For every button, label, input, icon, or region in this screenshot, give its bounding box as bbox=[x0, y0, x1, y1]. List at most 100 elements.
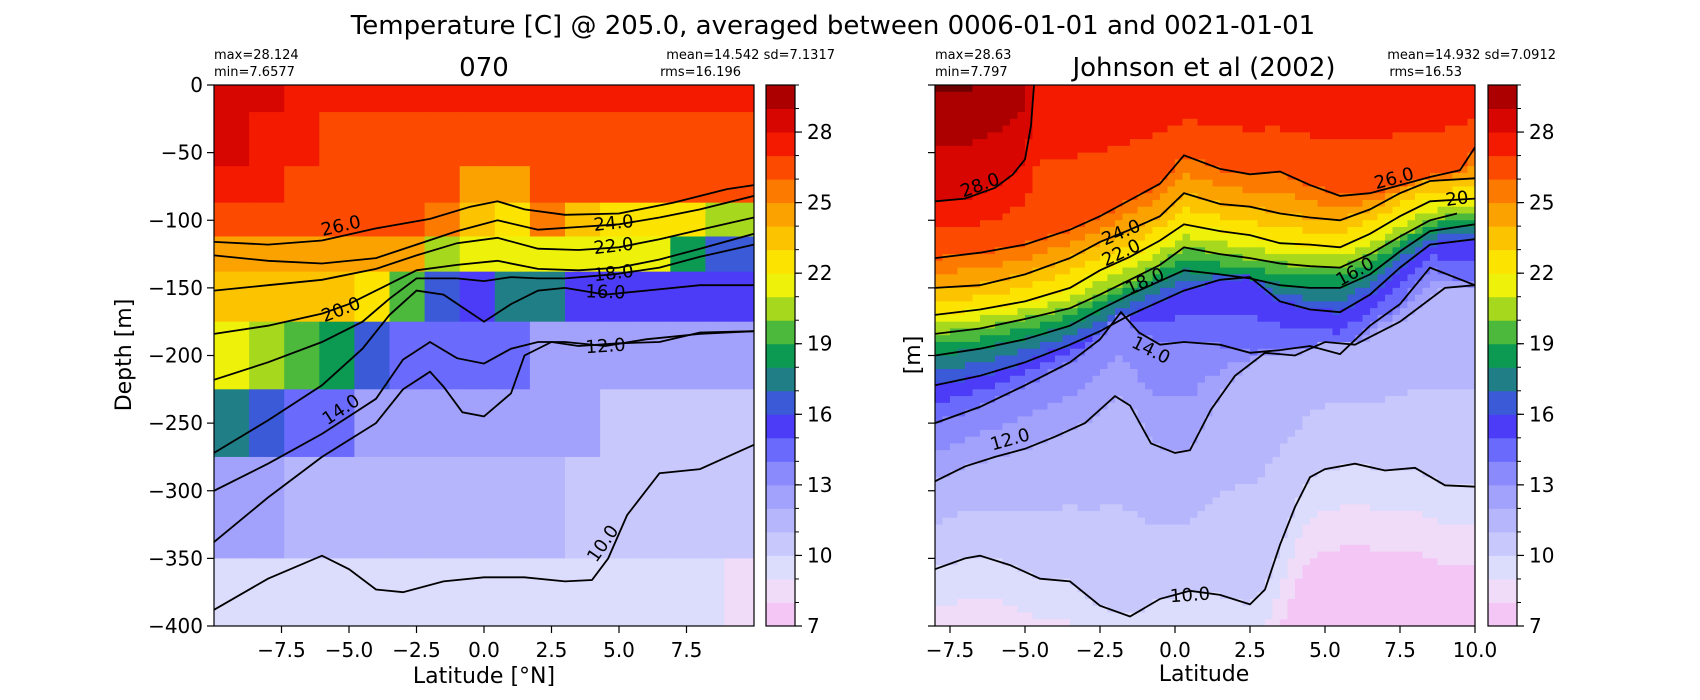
heatmap-cell bbox=[1220, 294, 1229, 302]
heatmap-cell bbox=[987, 98, 996, 106]
heatmap-cell bbox=[1280, 598, 1289, 607]
heatmap-cell bbox=[972, 348, 981, 357]
heatmap-cell bbox=[389, 389, 426, 458]
heatmap-cell bbox=[1025, 125, 1034, 133]
heatmap-cell bbox=[1032, 450, 1041, 458]
heatmap-cell bbox=[1175, 402, 1184, 411]
heatmap-cell bbox=[1287, 402, 1296, 411]
heatmap-cell bbox=[1242, 335, 1251, 343]
heatmap-cell bbox=[1160, 206, 1169, 215]
heatmap-cell bbox=[942, 287, 951, 296]
heatmap-cell bbox=[1002, 517, 1011, 526]
heatmap-cell bbox=[1280, 213, 1289, 221]
heatmap-cell bbox=[1055, 490, 1064, 499]
heatmap-cell bbox=[1190, 396, 1199, 404]
heatmap-cell bbox=[1010, 179, 1019, 188]
heatmap-cell bbox=[1287, 118, 1296, 127]
heatmap-cell bbox=[1100, 314, 1109, 323]
heatmap-cell bbox=[1040, 544, 1049, 553]
heatmap-cell bbox=[987, 227, 996, 235]
heatmap-cell bbox=[1077, 91, 1086, 100]
heatmap-cell bbox=[1197, 355, 1206, 363]
heatmap-cell bbox=[1190, 551, 1199, 559]
heatmap-cell bbox=[1182, 281, 1191, 289]
heatmap-cell bbox=[1295, 125, 1304, 133]
heatmap-cell bbox=[1220, 240, 1229, 248]
heatmap-cell bbox=[972, 98, 981, 106]
heatmap-cell bbox=[987, 416, 996, 424]
heatmap-cell bbox=[1235, 538, 1244, 546]
heatmap-cell bbox=[1205, 294, 1214, 302]
heatmap-cell bbox=[950, 362, 959, 370]
heatmap-cell bbox=[1302, 355, 1311, 363]
heatmap-cell bbox=[1070, 152, 1079, 160]
heatmap-cell bbox=[1010, 308, 1019, 316]
heatmap-cell bbox=[1190, 423, 1199, 431]
heatmap-cell bbox=[987, 254, 996, 262]
heatmap-cell bbox=[1107, 213, 1116, 221]
heatmap-cell bbox=[1025, 287, 1034, 296]
heatmap-cell bbox=[1302, 517, 1311, 526]
heatmap-cell bbox=[1137, 598, 1146, 607]
heatmap-cell bbox=[1040, 612, 1049, 620]
heatmap-cell bbox=[1287, 517, 1296, 526]
heatmap-cell bbox=[1317, 402, 1326, 411]
heatmap-cell bbox=[1062, 443, 1071, 451]
heatmap-cell bbox=[1085, 301, 1094, 309]
heatmap-cell bbox=[1370, 443, 1379, 451]
model-panel-title: 070 bbox=[459, 53, 509, 83]
heatmap-cell bbox=[1347, 166, 1356, 174]
heatmap-cell bbox=[424, 271, 461, 323]
colorbar-swatch bbox=[766, 343, 795, 368]
heatmap-cell bbox=[1017, 105, 1026, 113]
heatmap-cell bbox=[1092, 348, 1101, 357]
heatmap-cell bbox=[950, 159, 959, 167]
heatmap-cell bbox=[1017, 281, 1026, 289]
heatmap-cell bbox=[1040, 511, 1049, 519]
heatmap-cell bbox=[995, 328, 1004, 336]
heatmap-cell bbox=[1077, 605, 1086, 614]
heatmap-cell bbox=[1047, 172, 1056, 181]
heatmap-cell bbox=[1160, 538, 1169, 546]
model-stat-mean-sd: mean=14.542 sd=7.1317 bbox=[666, 48, 835, 63]
heatmap-cell bbox=[1370, 139, 1379, 147]
heatmap-cell bbox=[1205, 328, 1214, 336]
heatmap-cell bbox=[1062, 436, 1071, 445]
heatmap-cell bbox=[1107, 619, 1116, 626]
heatmap-cell bbox=[1175, 592, 1184, 600]
heatmap-cell bbox=[1325, 132, 1334, 140]
heatmap-cell bbox=[1340, 98, 1349, 106]
heatmap-cell bbox=[1272, 348, 1281, 357]
heatmap-cell bbox=[1302, 112, 1311, 120]
heatmap-cell bbox=[965, 308, 974, 316]
heatmap-cell bbox=[995, 463, 1004, 472]
heatmap-cell bbox=[1055, 240, 1064, 248]
heatmap-cell bbox=[1272, 470, 1281, 478]
heatmap-cell bbox=[1295, 247, 1304, 255]
heatmap-cell bbox=[1370, 152, 1379, 160]
heatmap-cell bbox=[980, 220, 989, 228]
heatmap-cell bbox=[1062, 483, 1071, 492]
heatmap-cell bbox=[942, 314, 951, 323]
heatmap-cell bbox=[1107, 105, 1116, 113]
heatmap-cell bbox=[1122, 578, 1131, 587]
heatmap-cell bbox=[1265, 254, 1274, 262]
heatmap-cell bbox=[1250, 369, 1259, 377]
heatmap-cell bbox=[1325, 240, 1334, 248]
heatmap-cell bbox=[1287, 152, 1296, 160]
heatmap-cell bbox=[1092, 139, 1101, 147]
heatmap-cell bbox=[1040, 389, 1049, 397]
heatmap-cell bbox=[980, 227, 989, 235]
heatmap-cell bbox=[1017, 85, 1026, 93]
heatmap-cell bbox=[957, 497, 966, 505]
heatmap-cell bbox=[1332, 578, 1341, 587]
heatmap-cell bbox=[1340, 571, 1349, 580]
contour-line bbox=[214, 284, 754, 454]
heatmap-cell bbox=[1032, 483, 1041, 492]
heatmap-cell bbox=[1107, 402, 1116, 411]
heatmap-cell bbox=[1047, 585, 1056, 593]
heatmap-cell bbox=[1287, 578, 1296, 587]
heatmap-cell bbox=[1235, 511, 1244, 519]
heatmap-cell bbox=[1347, 308, 1356, 316]
heatmap-cell bbox=[1325, 105, 1334, 113]
